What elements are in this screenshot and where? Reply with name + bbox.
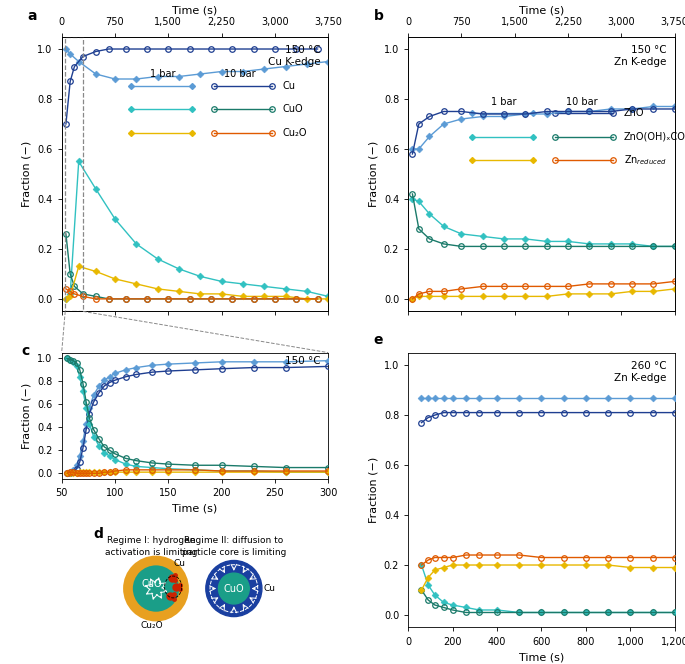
Y-axis label: Fraction (−): Fraction (−) [369, 457, 378, 523]
Text: Cu: Cu [264, 584, 275, 593]
X-axis label: Time (s): Time (s) [519, 5, 564, 15]
Y-axis label: Fraction (−): Fraction (−) [369, 141, 378, 207]
Text: Cu: Cu [283, 81, 296, 91]
Text: 1 bar: 1 bar [150, 69, 175, 79]
X-axis label: Time (s): Time (s) [173, 5, 218, 15]
Text: CuO: CuO [141, 579, 162, 589]
Text: CuO: CuO [283, 104, 303, 114]
Text: 10 bar: 10 bar [566, 96, 597, 107]
Y-axis label: Fraction (−): Fraction (−) [22, 382, 32, 449]
Text: ZnO(OH)ₓCO₃: ZnO(OH)ₓCO₃ [624, 132, 685, 142]
Text: Zn$_{reduced}$: Zn$_{reduced}$ [624, 153, 667, 167]
Text: Cu: Cu [173, 559, 186, 568]
Text: a: a [27, 9, 36, 23]
Bar [65, 37, 83, 311]
Text: e: e [373, 333, 383, 347]
Text: Regime II: diffusion to
particle core is limiting: Regime II: diffusion to particle core is… [182, 536, 286, 556]
Text: 1 bar: 1 bar [491, 96, 517, 107]
Circle shape [128, 560, 184, 617]
Text: 10 bar: 10 bar [225, 69, 256, 79]
Circle shape [206, 560, 262, 617]
Text: CuO: CuO [223, 584, 244, 594]
Text: 260 °C
Zn K-edge: 260 °C Zn K-edge [614, 361, 667, 383]
Text: 150 °C: 150 °C [284, 357, 320, 367]
Text: Regime I: hydrogen
activation is limiting: Regime I: hydrogen activation is limitin… [105, 536, 197, 556]
Text: 150 °C
Cu K-edge: 150 °C Cu K-edge [268, 44, 320, 67]
Text: Cu₂O: Cu₂O [283, 127, 308, 137]
Y-axis label: Fraction (−): Fraction (−) [22, 141, 32, 207]
Text: d: d [94, 527, 103, 541]
Text: b: b [373, 9, 384, 23]
Text: 150 °C
Zn K-edge: 150 °C Zn K-edge [614, 44, 667, 67]
Text: c: c [22, 344, 30, 358]
Text: Cu₂O: Cu₂O [140, 622, 162, 630]
Circle shape [219, 573, 249, 604]
X-axis label: Time (s): Time (s) [173, 503, 218, 514]
Text: ZnO: ZnO [624, 108, 645, 118]
X-axis label: Time (s): Time (s) [519, 652, 564, 662]
